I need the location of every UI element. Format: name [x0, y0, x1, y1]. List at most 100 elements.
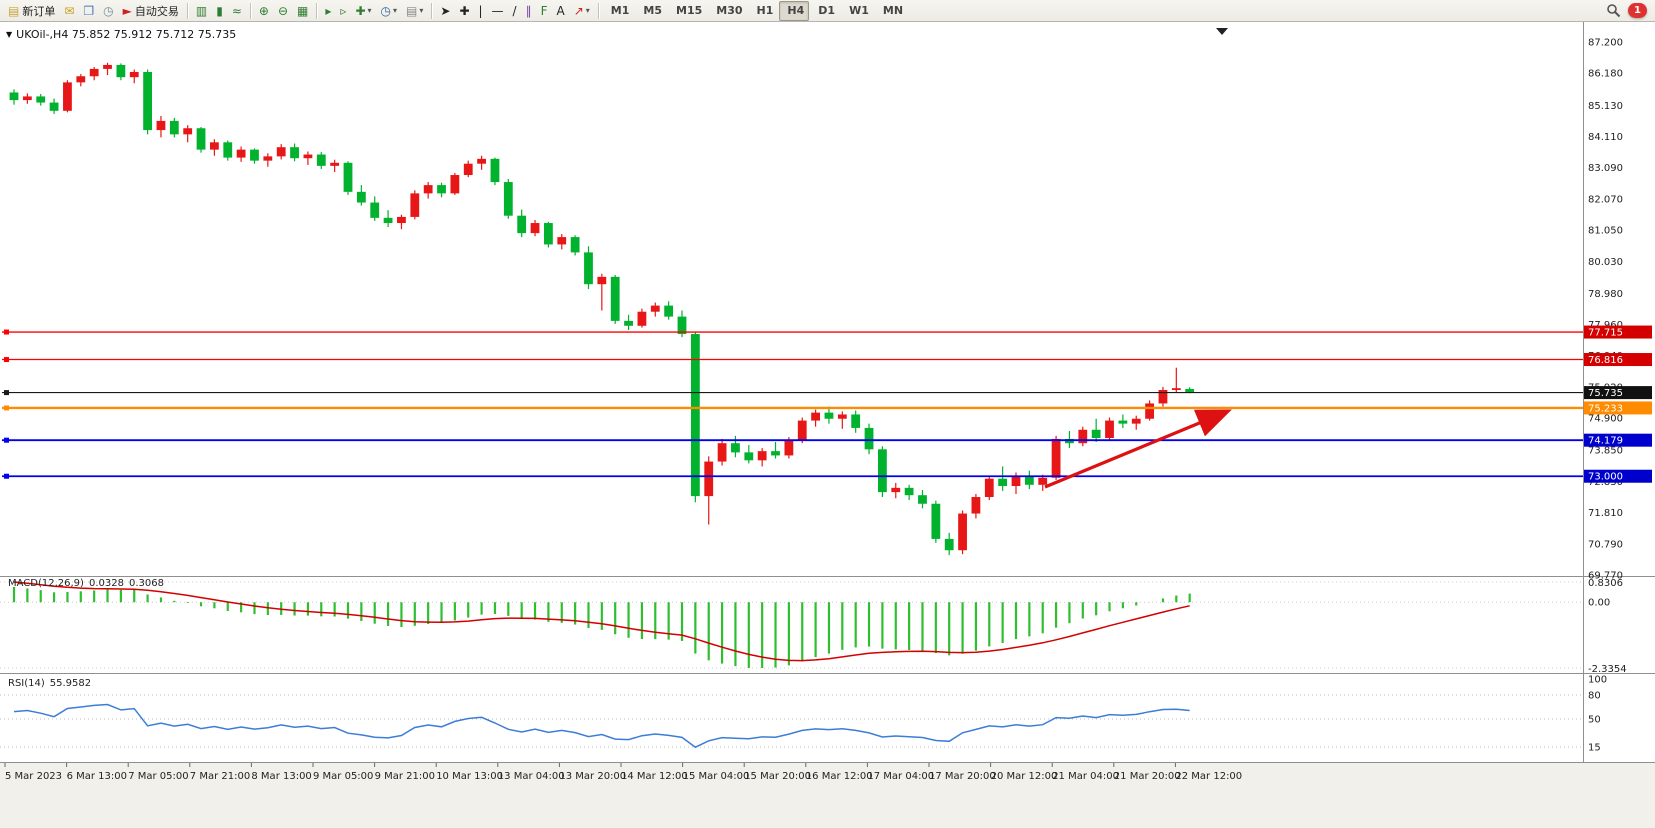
macd-main-value: 0.0328 [88, 578, 124, 589]
candle-bull [597, 276, 607, 285]
line-handle[interactable] [4, 357, 9, 363]
timeframe-w1-button[interactable]: W1 [841, 1, 874, 21]
new-order-button-label: 新订单 [22, 4, 56, 18]
channel-icon-glyph: ∥ [525, 3, 532, 18]
line-handle[interactable] [4, 405, 9, 411]
timeframe-m5-button[interactable]: M5 [635, 1, 667, 21]
bar-chart-icon[interactable]: ▥ [192, 1, 211, 21]
zoom-out-icon[interactable]: ⊖ [274, 1, 292, 21]
candle-bull [22, 96, 32, 101]
candle-bear [731, 443, 740, 453]
line-handle[interactable] [4, 473, 9, 479]
line-handle[interactable] [4, 329, 9, 335]
zoom-in-icon[interactable]: ⊕ [255, 1, 273, 21]
candle-bull [423, 185, 433, 194]
vertical-line-icon[interactable]: | [475, 1, 487, 21]
time-axis[interactable] [0, 763, 1655, 828]
timeframe-d1-button[interactable]: D1 [810, 1, 840, 21]
candle-bull [210, 142, 219, 150]
templates-icon-caret[interactable]: ▾ [419, 6, 424, 15]
time-axis-label: 9 Mar 21:00 [375, 771, 435, 782]
time-axis-label: 21 Mar 20:00 [1114, 771, 1181, 782]
indicators-icon-glyph: ✚ [355, 3, 366, 18]
timeframe-mn-button[interactable]: MN [875, 1, 908, 21]
rsi-axis-label: 80 [1588, 691, 1601, 702]
arrows-icon-caret[interactable]: ▾ [585, 6, 590, 15]
tile-windows-icon[interactable]: ▦ [293, 1, 312, 21]
time-axis-label: 16 Mar 12:00 [806, 771, 873, 782]
line-chart-icon[interactable]: ≈ [228, 1, 246, 21]
timeframe-m30-button[interactable]: M30 [708, 1, 747, 21]
auto-scroll-icon[interactable]: ▸ [321, 1, 335, 21]
notification-badge[interactable]: 1 [1628, 3, 1647, 18]
toolbar-items: ▤ 新订单 ✉ ❐ ◷ ► 自动交易 ▥ ▮ ≈ ⊕ ⊖ ▦ ▸ ▹ ✚ ▾ ◷ ▾ ▤ ▾ ➤ ✚ | — / ∥ F A ↗ ▾ M1 M5… [4, 0, 908, 21]
price-axis-label: 74.900 [1588, 414, 1623, 425]
fibonacci-icon[interactable]: F [537, 1, 552, 21]
refresh-icon[interactable]: ◷ [99, 1, 117, 21]
text-icon[interactable]: A [553, 1, 569, 21]
chart-canvas[interactable]: 87.200 86.180 85.130 84.110 83.090 82.070 81.0… [0, 22, 1655, 828]
time-axis-label: 13 Mar 20:00 [559, 771, 626, 782]
chart-menu-icon[interactable]: ▼ [6, 30, 13, 39]
toolbar-right: 1 [1606, 3, 1651, 18]
candle-bear [36, 96, 46, 103]
candle-bull [811, 412, 820, 421]
candle-bull [183, 128, 193, 135]
timeframe-m15-button-label: M15 [676, 4, 703, 17]
timeframe-m1-button[interactable]: M1 [603, 1, 635, 21]
candle-bull [1038, 477, 1048, 485]
candle-bear [918, 495, 927, 504]
candlestick-chart-icon[interactable]: ▮ [212, 1, 227, 21]
cursor-icon[interactable]: ➤ [436, 1, 454, 21]
new-order-button[interactable]: ▤ 新订单 [4, 1, 59, 21]
periods-icon[interactable]: ◷ ▾ [377, 1, 402, 21]
arrows-icon[interactable]: ↗ ▾ [570, 1, 594, 21]
zoom-out-icon-glyph: ⊖ [277, 3, 289, 18]
candle-bear [624, 320, 633, 326]
horizontal-line-icon[interactable]: — [488, 1, 508, 21]
periods-icon-caret[interactable]: ▾ [393, 6, 398, 15]
candle-bear [250, 149, 259, 161]
chart-title: ▼ UKOil-,H4 75.852 75.912 75.712 75.735 [6, 28, 236, 41]
candle-bull [1051, 438, 1061, 478]
macd-axis-max: 0.8306 [1588, 578, 1623, 589]
candle-bear [944, 538, 954, 551]
bar-chart-icon-glyph: ▥ [195, 3, 208, 18]
chart-shift-marker[interactable] [1216, 28, 1228, 35]
line-handle[interactable] [4, 437, 9, 443]
auto-trading-button[interactable]: ► 自动交易 [119, 1, 183, 21]
timeframe-h4-button[interactable]: H4 [779, 0, 810, 21]
timeframe-h1-button[interactable]: H1 [749, 1, 779, 21]
mailbox-icon[interactable]: ✉ [60, 1, 78, 21]
candle-bear [690, 334, 700, 497]
candle-bear [196, 128, 206, 150]
time-axis-label: 22 Mar 12:00 [1175, 771, 1242, 782]
rsi-line [13, 703, 1190, 749]
trend-arrow[interactable] [1044, 409, 1232, 489]
chart-shift-icon[interactable]: ▹ [336, 1, 350, 21]
candle-bear [1091, 429, 1101, 439]
candle-bull [717, 443, 727, 462]
crosshair-icon[interactable]: ✚ [455, 1, 473, 21]
candle-bear [851, 414, 861, 428]
candle-bear [143, 71, 152, 131]
line-handle[interactable] [4, 390, 9, 396]
search-icon[interactable] [1606, 3, 1621, 18]
indicators-icon-caret[interactable]: ▾ [367, 6, 372, 15]
trendline-icon[interactable]: / [509, 1, 521, 21]
candle-bear [677, 316, 687, 335]
toolbar-separator [597, 2, 599, 19]
price-badge-label: 73.000 [1588, 472, 1623, 483]
market-watch-icon[interactable]: ❐ [79, 1, 98, 21]
timeframe-m15-button[interactable]: M15 [668, 1, 707, 21]
chart-area[interactable]: 87.200 86.180 85.130 84.110 83.090 82.070 81.0… [0, 22, 1655, 828]
trendline-icon-glyph: / [512, 3, 517, 18]
macd-label: MACD(12,26,9) 0.0328 0.3068 [8, 578, 164, 589]
candle-bear [316, 154, 326, 166]
templates-icon[interactable]: ▤ ▾ [402, 1, 427, 21]
price-axis[interactable] [1583, 22, 1655, 762]
text-icon-glyph: A [556, 3, 565, 18]
indicators-icon[interactable]: ✚ ▾ [351, 1, 375, 21]
candle-bull [1078, 429, 1088, 444]
channel-icon[interactable]: ∥ [522, 1, 536, 21]
